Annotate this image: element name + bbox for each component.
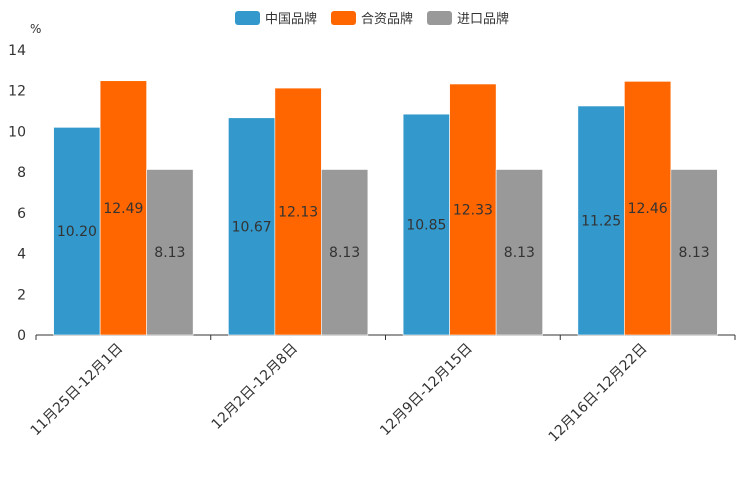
x-tick-label-3: 12月16日-12月22日 [546,341,651,446]
y-tick-label-4: 8 [17,165,26,181]
bar-series-2-cat-3 [670,169,718,336]
legend-swatch-series-0 [234,10,260,25]
bar-series-2-cat-1 [321,169,369,336]
legend-item-series-0[interactable]: 中国品牌 [234,8,317,27]
bar-series-0-cat-3 [577,105,625,336]
bar-series-2-cat-0 [146,169,194,336]
bar-value-label-series-1-cat-3: 12.46 [628,201,668,217]
legend-swatch-series-1 [330,10,356,25]
y-tick-label-7: 14 [8,43,26,59]
y-tick-label-0: 0 [17,328,26,344]
chart-legend: 中国品牌 合资品牌 进口品牌 [0,8,744,27]
legend-label-series-1: 合资品牌 [360,12,413,27]
legend-swatch-series-2 [427,10,452,25]
x-tick-label-2: 12月9日-12月15日 [377,341,476,440]
y-axis-label: % [30,22,41,36]
bar-value-label-series-0-cat-3: 11.25 [581,213,621,229]
bar-series-0-cat-1 [228,117,276,336]
bar-value-label-series-2-cat-2: 8.13 [504,245,535,261]
y-tick-label-1: 2 [17,287,26,303]
y-tick-label-5: 10 [8,124,26,140]
bar-series-0-cat-0 [53,127,101,336]
y-tick-label-3: 6 [17,206,26,222]
bar-value-label-series-1-cat-0: 12.49 [103,201,143,217]
bar-value-label-series-0-cat-2: 10.85 [406,218,446,234]
legend-item-series-2[interactable]: 进口品牌 [427,8,509,27]
bar-value-label-series-0-cat-0: 10.20 [57,224,97,240]
bar-series-1-cat-1 [274,87,322,336]
x-tick-label-0: 11月25日-12月1日 [28,341,127,440]
bar-value-label-series-2-cat-3: 8.13 [679,245,710,261]
bar-series-1-cat-3 [624,81,672,336]
bar-series-2-cat-2 [495,169,543,336]
bar-value-label-series-2-cat-1: 8.13 [329,245,360,261]
legend-item-series-1[interactable]: 合资品牌 [330,8,413,27]
bar-series-0-cat-2 [402,113,450,336]
bar-series-1-cat-2 [449,83,497,336]
bar-series-1-cat-0 [99,80,147,336]
bar-value-label-series-0-cat-1: 10.67 [232,219,272,235]
bar-value-label-series-1-cat-2: 12.33 [453,202,493,218]
y-tick-label-6: 12 [8,84,26,100]
bar-value-label-series-2-cat-0: 8.13 [154,245,185,261]
bar-value-label-series-1-cat-1: 12.13 [278,205,318,221]
y-tick-label-2: 4 [17,247,26,263]
legend-label-series-0: 中国品牌 [264,12,317,27]
x-tick-label-1: 12月2日-12月8日 [209,341,301,433]
legend-label-series-2: 进口品牌 [457,12,510,27]
